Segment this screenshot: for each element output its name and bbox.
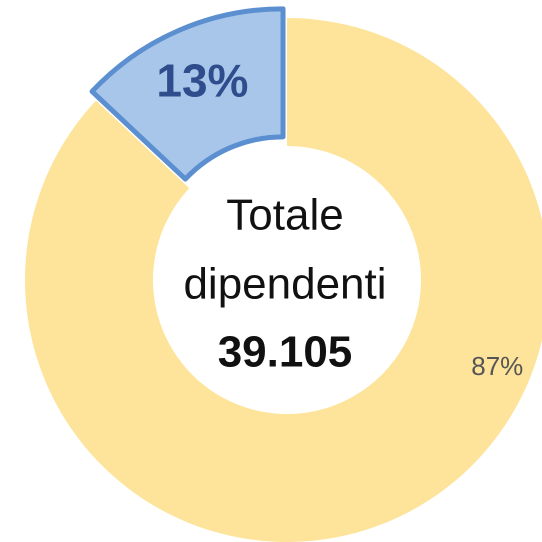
value-label: 87% [471, 351, 523, 381]
donut-slice [25, 18, 542, 542]
donut-slice [89, 6, 286, 182]
center-text: Totale [226, 191, 343, 240]
center-total: 39.105 [218, 328, 353, 377]
center-text: dipendenti [183, 260, 386, 309]
value-label: 13% [156, 55, 248, 107]
